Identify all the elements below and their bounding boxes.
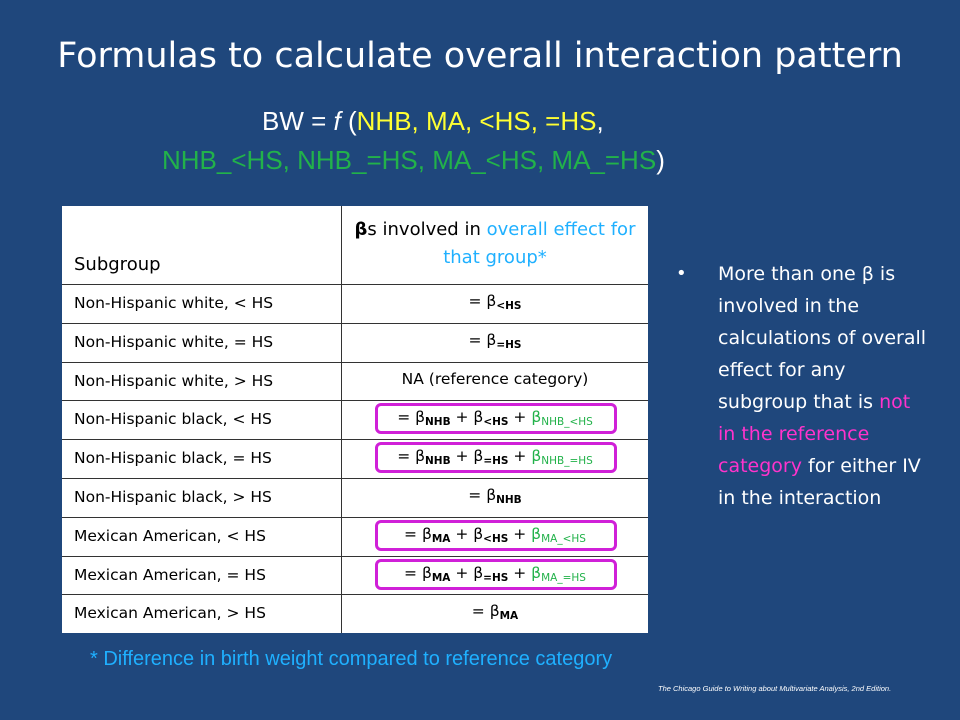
highlight-box <box>375 442 617 474</box>
subgroup-table: Subgroup βs involved in overall effect f… <box>62 206 648 633</box>
subgroup-cell: Non-Hispanic black, > HS <box>74 488 272 506</box>
formula-part: NHB <box>425 455 451 468</box>
formula-part: β <box>531 408 542 427</box>
formula-part: + <box>508 447 532 466</box>
subgroup-cell: Non-Hispanic white, > HS <box>74 371 274 390</box>
header-betas-text: s involved in <box>367 219 487 240</box>
row-divider <box>62 284 648 285</box>
beta-formula-cell: NA (reference category) <box>342 370 648 388</box>
row-divider <box>62 478 648 479</box>
citation: The Chicago Guide to Writing about Multi… <box>658 684 892 693</box>
row-divider <box>62 361 648 363</box>
header-beta-symbol: β <box>354 219 368 240</box>
formula-part: = β <box>468 486 497 504</box>
subgroup-cell: Mexican American, = HS <box>74 565 266 584</box>
beta-formula-cell: = βNHB <box>342 486 648 506</box>
row-divider <box>62 516 648 518</box>
row-divider <box>62 594 648 596</box>
formula-part: =HS <box>483 455 509 468</box>
formula-part: =HS <box>496 338 522 351</box>
row-divider <box>62 555 648 557</box>
formula-part: = β <box>397 408 425 427</box>
formula-interaction-terms: NHB_<HS, NHB_=HS, MA_<HS, MA_=HS <box>162 145 657 175</box>
formula-part: β <box>531 524 542 543</box>
formula-part: MA_=HS <box>541 571 586 584</box>
formula-comma: , <box>596 106 604 136</box>
formula-part: NHB_<HS <box>541 416 593 429</box>
subgroup-cell: Mexican American, > HS <box>74 604 266 623</box>
highlight-box <box>375 519 617 551</box>
beta-formula-cell: = βNHB + β=HS + βNHB_=HS <box>342 447 648 467</box>
beta-formula-cell: = βMA + β<HS + βMA_<HS <box>342 525 648 545</box>
formula-part: + β <box>450 563 484 582</box>
subgroup-cell: Non-Hispanic black, = HS <box>74 449 272 468</box>
formula-part: + <box>508 408 532 427</box>
highlight-box <box>375 558 617 590</box>
beta-formula-cell: = βNHB + β<HS + βNHB_<HS <box>342 408 648 428</box>
formula-part: + β <box>450 524 484 543</box>
bullet-text-highlight: not in the reference category <box>718 391 911 477</box>
formula-part: MA <box>431 571 451 584</box>
beta-formula-cell: = βMA + β=HS + βMA_=HS <box>342 564 648 584</box>
formula-part: NHB_=HS <box>541 455 593 468</box>
formula-part: + <box>508 563 532 582</box>
formula-part: = β <box>468 292 497 310</box>
formula-part: + β <box>450 408 484 427</box>
header-overall-effect: overall effect for that group* <box>443 219 636 268</box>
highlight-box <box>375 403 617 435</box>
formula-part: + <box>508 524 532 543</box>
formula-part: = β <box>468 330 497 349</box>
formula-part: = β <box>397 447 425 466</box>
model-formula-line-1: BW = f (NHB, MA, <HS, =HS, <box>262 106 604 137</box>
beta-formula-cell: = βMA <box>342 602 648 622</box>
formula-part: = β <box>404 563 432 582</box>
formula-part: MA_<HS <box>541 532 586 545</box>
formula-close-paren: ) <box>656 145 665 175</box>
formula-part: <HS <box>496 300 522 312</box>
formula-part: =HS <box>483 571 509 584</box>
column-divider <box>341 206 342 633</box>
bullet-text-part1: More than one β is involved in the calcu… <box>718 263 927 413</box>
row-divider <box>62 439 648 441</box>
model-formula-line-2: NHB_<HS, NHB_=HS, MA_<HS, MA_=HS) <box>162 145 665 176</box>
subgroup-cell: Non-Hispanic black, < HS <box>74 410 272 429</box>
formula-part: = β <box>471 602 500 621</box>
formula-main-terms: NHB, MA, <HS, =HS <box>356 106 597 136</box>
formula-part: β <box>531 447 542 466</box>
formula-part: <HS <box>483 416 509 429</box>
formula-function: f <box>333 106 341 136</box>
subgroup-cell: Non-Hispanic white, = HS <box>74 332 274 351</box>
formula-part: = β <box>404 524 432 543</box>
bullet-text-part3: for either IV in the interaction <box>718 455 921 509</box>
formula-part: <HS <box>483 532 509 545</box>
subgroup-cell: Mexican American, < HS <box>74 526 266 545</box>
row-divider <box>62 322 648 324</box>
formula-lhs: BW = <box>262 106 334 136</box>
formula-part: MA <box>499 610 519 623</box>
formula-part: NHB <box>496 494 522 506</box>
beta-formula-cell: = β=HS <box>342 331 648 351</box>
formula-part: β <box>531 563 542 582</box>
bullet-text: More than one β is involved in the calcu… <box>718 258 928 514</box>
header-subgroup: Subgroup <box>74 254 161 275</box>
subgroup-cell: Non-Hispanic white, < HS <box>74 294 274 312</box>
slide-title: Formulas to calculate overall interactio… <box>57 36 903 76</box>
formula-part: + β <box>450 447 484 466</box>
footnote: * Difference in birth weight compared to… <box>90 648 613 670</box>
formula-part: NHB <box>425 416 451 429</box>
formula-part: MA <box>431 532 451 545</box>
formula-part: NA (reference category) <box>401 369 589 388</box>
beta-formula-cell: = β<HS <box>342 292 648 312</box>
bullet-dot-icon: • <box>676 263 687 284</box>
row-divider <box>62 400 648 402</box>
formula-open-paren: ( <box>340 106 357 136</box>
header-betas: βs involved in overall effect for that g… <box>342 216 648 272</box>
